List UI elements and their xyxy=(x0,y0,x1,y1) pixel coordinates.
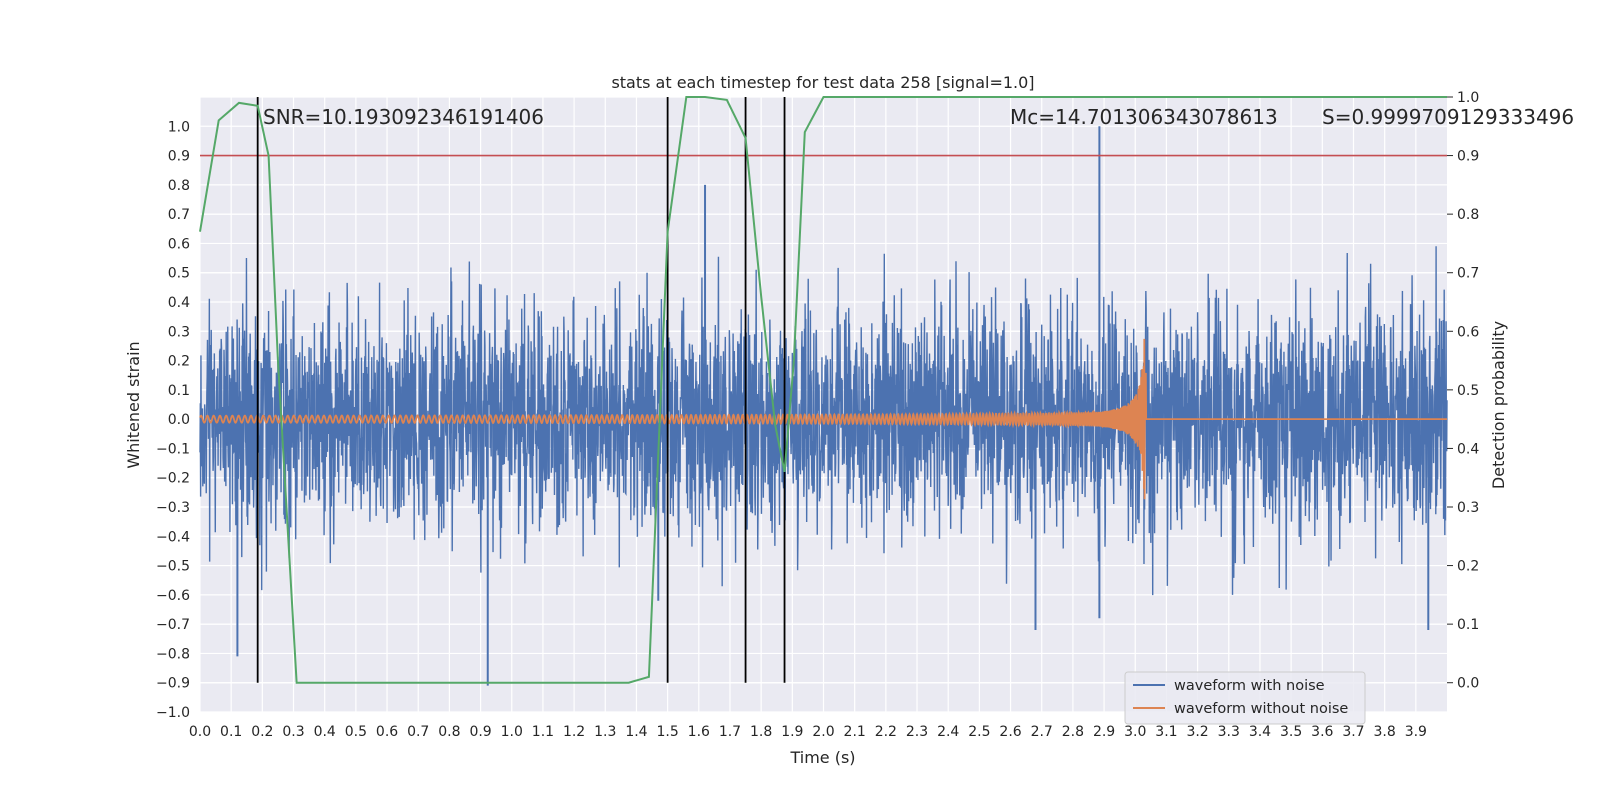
mc-annotation: Mc=14.701306343078613 xyxy=(1010,105,1278,129)
x-tick-label: 2.7 xyxy=(1031,724,1053,740)
x-tick-label: 0.4 xyxy=(314,724,336,740)
y-tick-label: 0.2 xyxy=(168,354,190,370)
y-right-tick-label: 0.9 xyxy=(1457,149,1479,165)
x-tick-label: 1.8 xyxy=(750,724,772,740)
y-tick-label: 0.1 xyxy=(168,383,190,399)
x-tick-label: 3.7 xyxy=(1342,724,1364,740)
x-tick-label: 3.2 xyxy=(1186,724,1208,740)
x-tick-label: 2.5 xyxy=(968,724,990,740)
y-right-tick-label: 0.3 xyxy=(1457,500,1479,516)
series-waveform-with-noise xyxy=(199,126,1448,686)
y-tick-label: −0.5 xyxy=(156,559,190,575)
y-axis-label: Whitened strain xyxy=(124,341,143,468)
x-tick-label: 0.6 xyxy=(376,724,398,740)
x-tick-label: 1.2 xyxy=(563,724,585,740)
y-tick-label: 0.5 xyxy=(168,266,190,282)
legend: waveform with noise waveform without noi… xyxy=(1124,671,1366,725)
y-tick-label: 0.3 xyxy=(168,324,190,340)
y-tick-label: 0.0 xyxy=(168,412,190,428)
y-tick-label: 0.9 xyxy=(168,149,190,165)
x-tick-label: 2.2 xyxy=(875,724,897,740)
y-right-tick-label: 0.7 xyxy=(1457,266,1479,282)
y-right-tick-label: 0.6 xyxy=(1457,324,1479,340)
x-tick-label: 2.8 xyxy=(1062,724,1084,740)
legend-box xyxy=(1124,671,1366,725)
x-tick-label: 2.6 xyxy=(999,724,1021,740)
y-tick-label: −0.1 xyxy=(156,441,190,457)
y-tick-label: 0.6 xyxy=(168,236,190,252)
x-tick-label: 1.6 xyxy=(688,724,710,740)
noise-line xyxy=(199,246,1448,596)
x-tick-label: 0.8 xyxy=(438,724,460,740)
y-tick-label: −0.4 xyxy=(156,529,190,545)
y-tick-label: −1.0 xyxy=(156,705,190,721)
x-tick-label: 1.4 xyxy=(625,724,647,740)
y-tick-label: 0.8 xyxy=(168,178,190,194)
y-tick-labels: 1.0 0.9 0.8 0.7 0.6 0.5 0.4 0.3 0.2 0.1 0.0 −0.1 −0.… xyxy=(156,119,190,721)
x-tick-label: 0.2 xyxy=(251,724,273,740)
x-tick-label: 3.9 xyxy=(1405,724,1427,740)
probability-line xyxy=(199,96,1447,684)
x-tick-label: 3.6 xyxy=(1311,724,1333,740)
x-tick-label: 0.1 xyxy=(220,724,242,740)
y-tick-label: −0.3 xyxy=(156,500,190,516)
y-right-tick-label: 1.0 xyxy=(1457,90,1479,106)
y-tick-label: −0.8 xyxy=(156,646,190,662)
x-tick-labels: 0.0 0.1 0.2 0.3 0.4 0.5 0.6 0.7 0.8 0.9 1.0 1.1 1.2 1… xyxy=(189,724,1427,740)
x-tick-label: 1.0 xyxy=(501,724,523,740)
x-tick-label: 2.3 xyxy=(906,724,928,740)
s-annotation: S=0.9999709129333496 xyxy=(1322,105,1574,129)
clean-line xyxy=(199,338,1447,500)
snr-annotation: SNR=10.193092346191406 xyxy=(263,105,544,129)
x-tick-label: 3.5 xyxy=(1280,724,1302,740)
x-tick-label: 1.7 xyxy=(719,724,741,740)
x-axis-label: Time (s) xyxy=(789,748,855,767)
y-right-tick-labels: 1.0 0.9 0.8 0.7 0.6 0.5 0.4 0.3 0.2 0.1 0.0 xyxy=(1447,90,1479,692)
chart-title: stats at each timestep for test data 258… xyxy=(611,73,1034,92)
legend-label-clean: waveform without noise xyxy=(1174,701,1348,717)
x-tick-label: 3.4 xyxy=(1249,724,1271,740)
y-tick-label: 1.0 xyxy=(168,119,190,135)
x-tick-label: 3.1 xyxy=(1155,724,1177,740)
x-tick-label: 2.4 xyxy=(937,724,959,740)
y-right-tick-label: 0.0 xyxy=(1457,676,1479,692)
x-tick-label: 0.5 xyxy=(345,724,367,740)
y-tick-label: 0.7 xyxy=(168,207,190,223)
y-tick-label: −0.7 xyxy=(156,617,190,633)
x-tick-label: 2.1 xyxy=(844,724,866,740)
y-tick-label: 0.4 xyxy=(168,295,190,311)
x-tick-label: 0.3 xyxy=(282,724,304,740)
y-tick-label: −0.2 xyxy=(156,471,190,487)
x-tick-label: 3.0 xyxy=(1124,724,1146,740)
y-right-tick-label: 0.5 xyxy=(1457,383,1479,399)
y-right-tick-label: 0.8 xyxy=(1457,207,1479,223)
y-right-tick-label: 0.4 xyxy=(1457,441,1479,457)
x-tick-label: 2.9 xyxy=(1093,724,1115,740)
legend-label-noise: waveform with noise xyxy=(1174,678,1325,694)
x-tick-label: 3.8 xyxy=(1374,724,1396,740)
y-right-axis-label: Detection probability xyxy=(1489,321,1508,489)
y-right-tick-label: 0.1 xyxy=(1457,617,1479,633)
x-tick-label: 1.3 xyxy=(594,724,616,740)
x-tick-label: 0.0 xyxy=(189,724,211,740)
series-detection-probability xyxy=(199,96,1447,684)
x-tick-label: 0.9 xyxy=(469,724,491,740)
x-tick-label: 1.1 xyxy=(532,724,554,740)
x-tick-label: 3.3 xyxy=(1218,724,1240,740)
y-right-tick-label: 0.2 xyxy=(1457,559,1479,575)
x-tick-label: 2.0 xyxy=(812,724,834,740)
x-tick-label: 0.7 xyxy=(407,724,429,740)
y-tick-label: −0.6 xyxy=(156,588,190,604)
vertical-markers xyxy=(256,97,786,683)
x-tick-label: 1.5 xyxy=(656,724,678,740)
series-waveform-without-noise xyxy=(199,338,1447,500)
x-tick-label: 1.9 xyxy=(781,724,803,740)
y-tick-label: −0.9 xyxy=(156,676,190,692)
